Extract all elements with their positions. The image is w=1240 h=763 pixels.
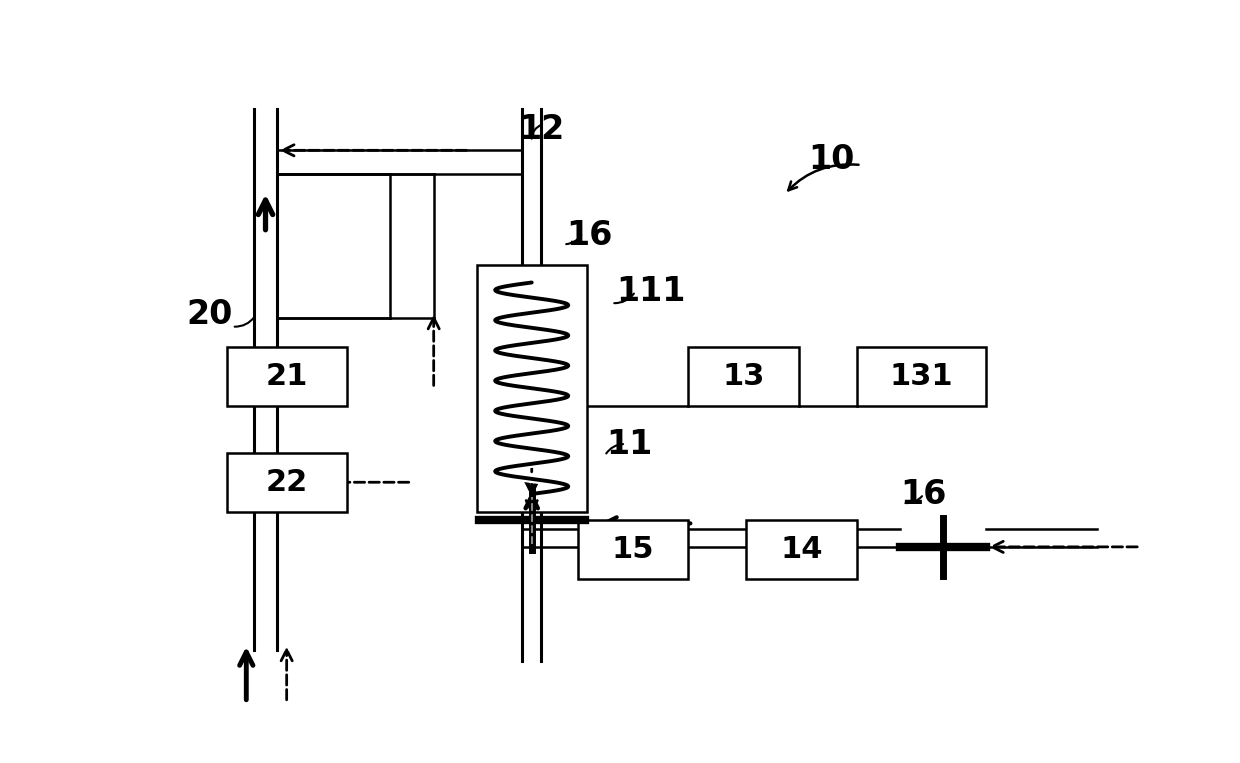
Text: 16: 16 [900, 478, 946, 510]
Bar [746, 520, 857, 579]
Text: 12: 12 [518, 113, 564, 146]
Bar [227, 453, 347, 512]
Bar [578, 520, 688, 579]
Text: 13: 13 [723, 362, 765, 391]
Bar [688, 347, 799, 406]
Text: 10: 10 [808, 143, 854, 175]
Bar [857, 347, 986, 406]
Text: 15: 15 [611, 536, 655, 565]
Text: 21: 21 [265, 362, 309, 391]
Text: 111: 111 [616, 275, 686, 307]
Text: 131: 131 [889, 362, 954, 391]
Text: 11: 11 [606, 427, 653, 461]
Text: 16: 16 [567, 219, 613, 252]
Text: 22: 22 [267, 468, 309, 497]
Bar [227, 347, 347, 406]
Text: 20: 20 [187, 298, 233, 331]
Text: 14: 14 [780, 536, 822, 565]
Bar [477, 265, 588, 512]
